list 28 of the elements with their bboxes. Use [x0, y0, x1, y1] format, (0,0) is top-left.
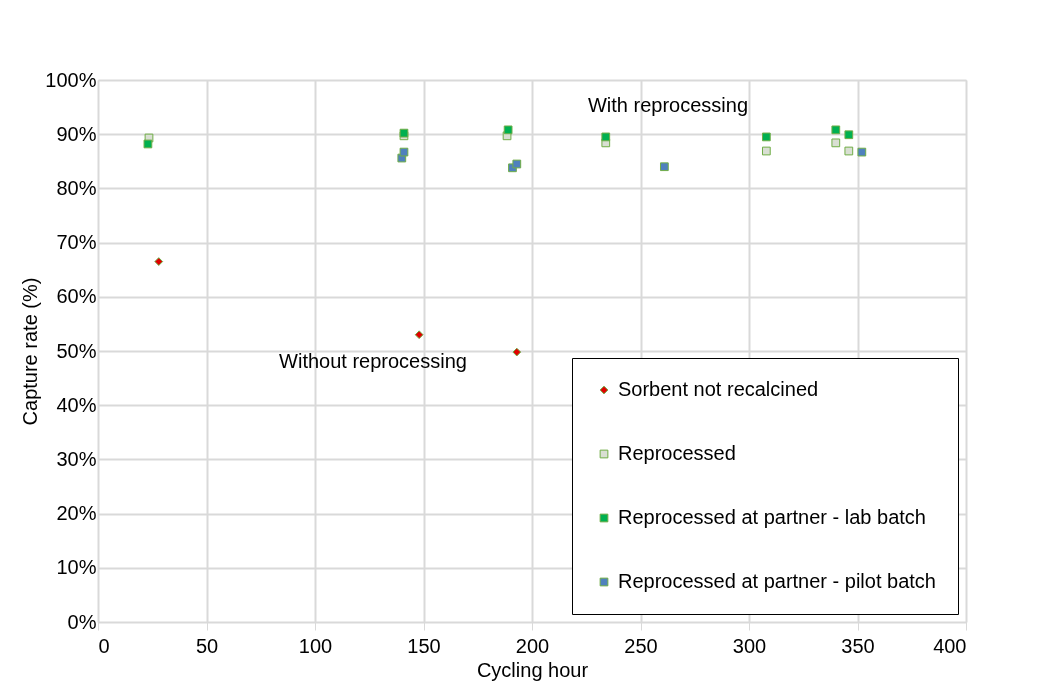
legend-label: Sorbent not recalcined	[618, 378, 819, 400]
x-tick-label: 350	[841, 634, 875, 657]
y-tick-label: 50%	[56, 339, 97, 362]
y-tick-label: 60%	[56, 285, 97, 308]
x-tick-label: 100	[298, 634, 333, 657]
x-tick-label: 0	[98, 634, 110, 657]
x-tick-label: 250	[624, 634, 658, 657]
y-axis-title: Capture rate (%)	[19, 277, 42, 426]
y-tick-label: 70%	[56, 231, 97, 254]
y-tick-label: 20%	[56, 502, 97, 525]
x-tick-label: 50	[195, 634, 219, 657]
x-tick-label: 300	[732, 634, 767, 657]
annotation: Without reprocessing	[279, 350, 467, 372]
x-tick-label: 150	[407, 634, 441, 657]
legend-label: Reprocessed at partner - pilot batch	[618, 570, 936, 592]
legend-label: Reprocessed	[618, 442, 736, 464]
y-tick-label: 10%	[56, 556, 97, 579]
x-axis-title: Cycling hour	[476, 658, 589, 681]
annotation: With reprocessing	[587, 94, 749, 116]
y-tick-label: 80%	[56, 176, 97, 199]
x-tick-label: 400	[933, 634, 967, 657]
x-tick-label: 200	[515, 634, 550, 657]
legend-label: Reprocessed at partner - lab batch	[618, 506, 926, 528]
y-tick-label: 0%	[67, 610, 97, 633]
y-tick-label: 30%	[56, 447, 97, 470]
y-tick-label: 90%	[56, 122, 97, 145]
y-tick-label: 40%	[56, 393, 97, 416]
y-tick-label: 100%	[45, 68, 97, 91]
